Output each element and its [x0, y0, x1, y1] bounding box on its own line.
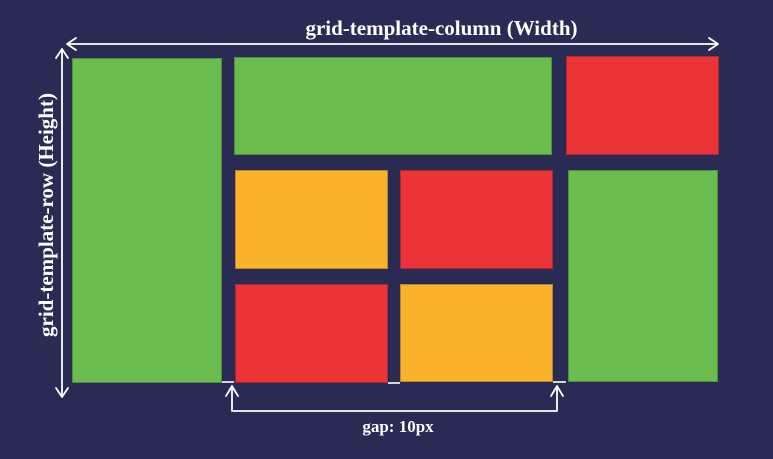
cell-green-left	[72, 58, 222, 383]
gap-arrow-head-right	[550, 385, 564, 397]
cell-red-bottom-left	[235, 284, 388, 383]
cell-green-right	[568, 170, 718, 382]
cell-orange-mid-left	[235, 170, 388, 269]
cell-red-top-right	[566, 56, 719, 155]
width-arrow-head-right	[708, 37, 719, 51]
gap-arrow-head-left	[225, 385, 239, 397]
gap-label: gap: 10px	[362, 417, 434, 436]
cell-green-top	[234, 57, 552, 155]
cell-orange-bottom-center	[400, 284, 553, 382]
gap-bracket	[231, 387, 558, 412]
height-arrow-head-bottom	[55, 387, 69, 398]
columns-label: grid-template-column (Width)	[305, 16, 578, 40]
width-arrow-head-left	[66, 37, 77, 51]
height-arrow-head-top	[55, 48, 69, 59]
rows-label: grid-template-row (Height)	[34, 93, 58, 337]
cell-red-mid-center	[400, 170, 553, 269]
